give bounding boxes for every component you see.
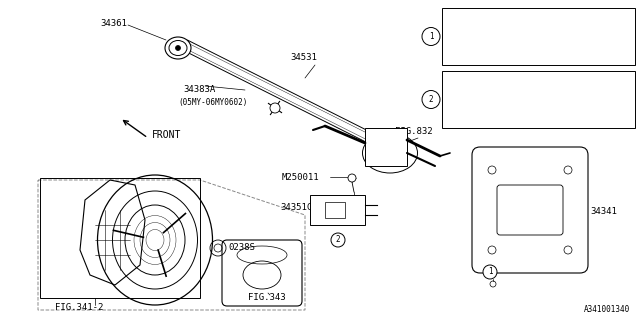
Text: 0238S: 0238S: [228, 244, 255, 252]
Text: Q720002: Q720002: [446, 109, 481, 118]
Text: FIG.832: FIG.832: [395, 127, 433, 137]
Ellipse shape: [165, 37, 191, 59]
Ellipse shape: [169, 41, 187, 55]
Text: 34383A: 34383A: [183, 85, 215, 94]
Bar: [325, 202, 345, 218]
FancyBboxPatch shape: [310, 195, 365, 225]
Text: 1: 1: [488, 268, 492, 276]
Circle shape: [422, 91, 440, 108]
Circle shape: [348, 174, 356, 182]
Text: 2: 2: [336, 236, 340, 244]
Bar: [442, 8, 635, 65]
Bar: [40, 178, 200, 298]
Text: Q500026: Q500026: [446, 46, 481, 55]
Text: 2: 2: [429, 95, 433, 104]
Text: 1: 1: [429, 32, 433, 41]
Circle shape: [331, 233, 345, 247]
Circle shape: [175, 45, 180, 51]
Text: 0472S: 0472S: [446, 81, 471, 90]
Circle shape: [483, 265, 497, 279]
Text: 34361: 34361: [100, 19, 127, 28]
Text: 34341: 34341: [590, 207, 617, 217]
Text: A341001340: A341001340: [584, 305, 630, 314]
Bar: [442, 71, 635, 128]
FancyBboxPatch shape: [365, 128, 407, 166]
Text: <05MY0410-   >: <05MY0410- >: [527, 46, 597, 55]
Text: (05MY-06MY0602): (05MY-06MY0602): [178, 98, 248, 107]
Text: <05MY-05MY0409>: <05MY-05MY0409>: [527, 81, 602, 90]
Text: 0450S: 0450S: [446, 18, 471, 27]
Text: 34531: 34531: [290, 53, 317, 62]
Text: FIG.343: FIG.343: [248, 293, 285, 302]
Circle shape: [422, 28, 440, 45]
Polygon shape: [182, 40, 392, 153]
Text: 34351C: 34351C: [280, 204, 312, 212]
Text: M250011: M250011: [282, 172, 319, 181]
FancyBboxPatch shape: [472, 147, 588, 273]
Text: <05MY0410-   >: <05MY0410- >: [527, 109, 597, 118]
Circle shape: [270, 103, 280, 113]
Text: <05MY-05MY0409>: <05MY-05MY0409>: [527, 18, 602, 27]
Text: FIG.341-2: FIG.341-2: [55, 303, 104, 313]
Text: FRONT: FRONT: [152, 130, 181, 140]
